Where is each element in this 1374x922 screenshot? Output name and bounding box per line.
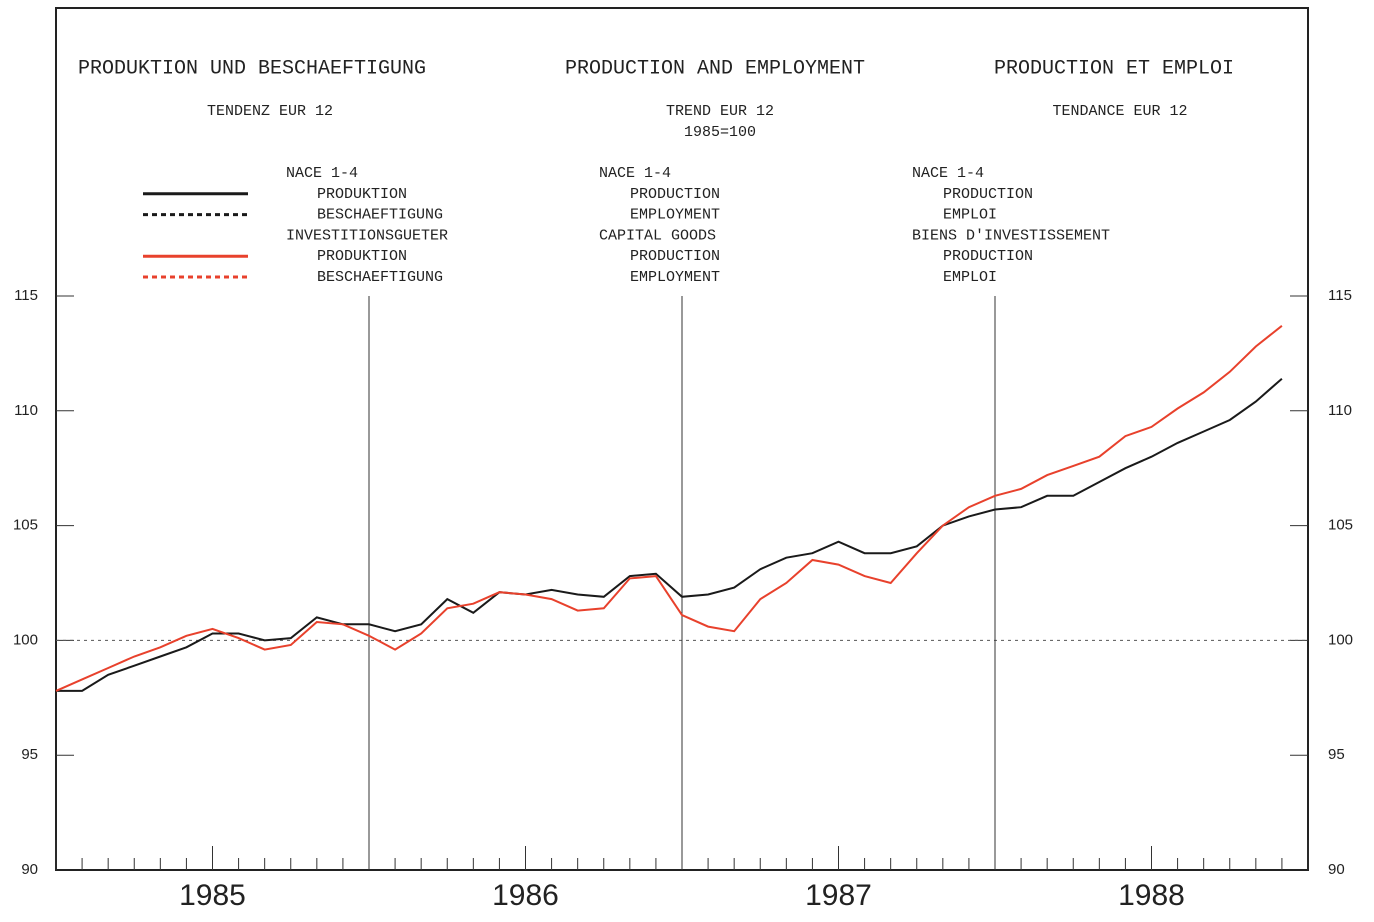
legend-label: EMPLOI: [943, 207, 997, 224]
y2-tick-label: 100: [1328, 631, 1353, 648]
chart-title: PRODUCTION ET EMPLOI: [994, 57, 1234, 80]
y2-tick-label: 90: [1328, 861, 1345, 878]
legend-label: CAPITAL GOODS: [599, 227, 716, 244]
y-tick-label: 95: [21, 746, 38, 763]
chart-subtitle: TENDENZ EUR 12: [207, 103, 333, 120]
legend-label: EMPLOI: [943, 269, 997, 286]
legend-label: PRODUCTION: [630, 248, 720, 265]
chart-subtitle: TREND EUR 12: [666, 103, 774, 120]
y-tick-label: 90: [21, 861, 38, 878]
legend-label: BESCHAEFTIGUNG: [317, 269, 443, 286]
legend-label: EMPLOYMENT: [630, 207, 720, 224]
legend-label: EMPLOYMENT: [630, 269, 720, 286]
legend-label: NACE 1-4: [912, 165, 984, 182]
legend-label: PRODUKTION: [317, 186, 407, 203]
data-line: [55, 325, 1283, 692]
legend-label: PRODUCTION: [630, 186, 720, 203]
legend-label: INVESTITIONSGUETER: [286, 227, 448, 244]
legend-label: PRODUCTION: [943, 248, 1033, 265]
chart-subtitle: TENDANCE EUR 12: [1052, 103, 1187, 120]
y2-tick-label: 105: [1328, 517, 1353, 534]
x-period-label: 1987: [805, 879, 872, 912]
base-note: 1985=100: [684, 124, 756, 141]
y2-tick-label: 95: [1328, 746, 1345, 763]
x-period-label: 1985: [179, 879, 246, 912]
legend-label: NACE 1-4: [599, 165, 671, 182]
legend-label: BESCHAEFTIGUNG: [317, 207, 443, 224]
chart-title: PRODUCTION AND EMPLOYMENT: [565, 57, 865, 80]
legend-label: PRODUKTION: [317, 248, 407, 265]
y2-tick-label: 110: [1328, 402, 1352, 419]
x-period-label: 1988: [1118, 879, 1185, 912]
y-tick-label: 100: [13, 631, 38, 648]
y-tick-label: 115: [14, 287, 38, 304]
legend-label: NACE 1-4: [286, 165, 358, 182]
x-period-label: 1986: [492, 879, 559, 912]
y-tick-label: 110: [14, 402, 38, 419]
legend-label: BIENS D'INVESTISSEMENT: [912, 227, 1110, 244]
data-line: [56, 377, 1283, 692]
y2-tick-label: 115: [1328, 287, 1352, 304]
y-tick-label: 105: [13, 517, 38, 534]
legend-label: PRODUCTION: [943, 186, 1033, 203]
chart-title: PRODUKTION UND BESCHAEFTIGUNG: [78, 57, 426, 80]
